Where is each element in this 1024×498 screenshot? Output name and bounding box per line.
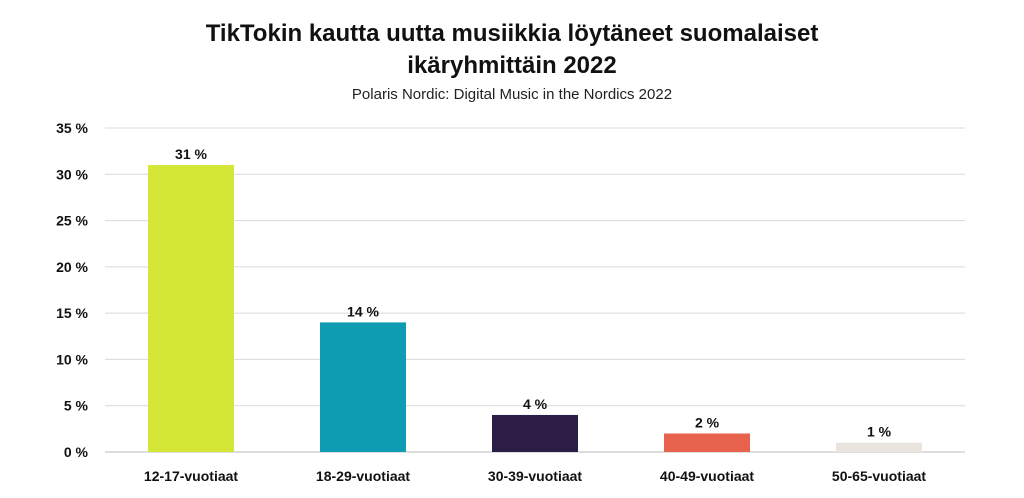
category-label: 30-39-vuotiaat	[488, 468, 582, 484]
category-label: 18-29-vuotiaat	[316, 468, 410, 484]
y-tick-label: 20 %	[56, 259, 88, 275]
bar	[492, 414, 578, 452]
data-label: 31 %	[175, 146, 207, 162]
category-label: 40-49-vuotiaat	[660, 468, 754, 484]
bar	[664, 433, 750, 452]
bars	[148, 165, 922, 452]
y-tick-label: 0 %	[64, 444, 89, 460]
data-label: 14 %	[347, 303, 379, 319]
bar	[836, 442, 922, 452]
y-tick-label: 10 %	[56, 351, 88, 367]
bar	[320, 322, 406, 452]
data-label: 1 %	[867, 424, 892, 440]
gridlines	[105, 127, 965, 453]
data-label: 4 %	[523, 396, 548, 412]
data-label: 2 %	[695, 414, 720, 430]
category-label: 12-17-vuotiaat	[144, 468, 238, 484]
y-tick-label: 30 %	[56, 166, 88, 182]
y-tick-label: 5 %	[64, 398, 89, 414]
chart-title-line-2: ikäryhmittäin 2022	[407, 52, 617, 79]
x-axis-categories: 12-17-vuotiaat 18-29-vuotiaat 30-39-vuotia…	[144, 468, 926, 484]
category-label: 50-65-vuotiaat	[832, 468, 926, 484]
y-tick-label: 25 %	[56, 213, 88, 229]
chart-title: TikTokin kautta uutta musiikkia löytänee…	[0, 18, 1024, 82]
bar	[148, 165, 234, 452]
data-labels: 31 % 14 % 4 % 2 % 1 %	[175, 146, 892, 440]
y-tick-label: 15 %	[56, 305, 88, 321]
chart-subtitle: Polaris Nordic: Digital Music in the Nor…	[351, 86, 673, 103]
y-tick-label: 35 %	[56, 120, 88, 136]
chart-title-line-1: TikTokin kautta uutta musiikkia löytänee…	[205, 20, 819, 47]
y-axis-ticks: 0 % 5 % 10 % 15 % 20 % 25 % 30 % 35 %	[56, 120, 88, 460]
